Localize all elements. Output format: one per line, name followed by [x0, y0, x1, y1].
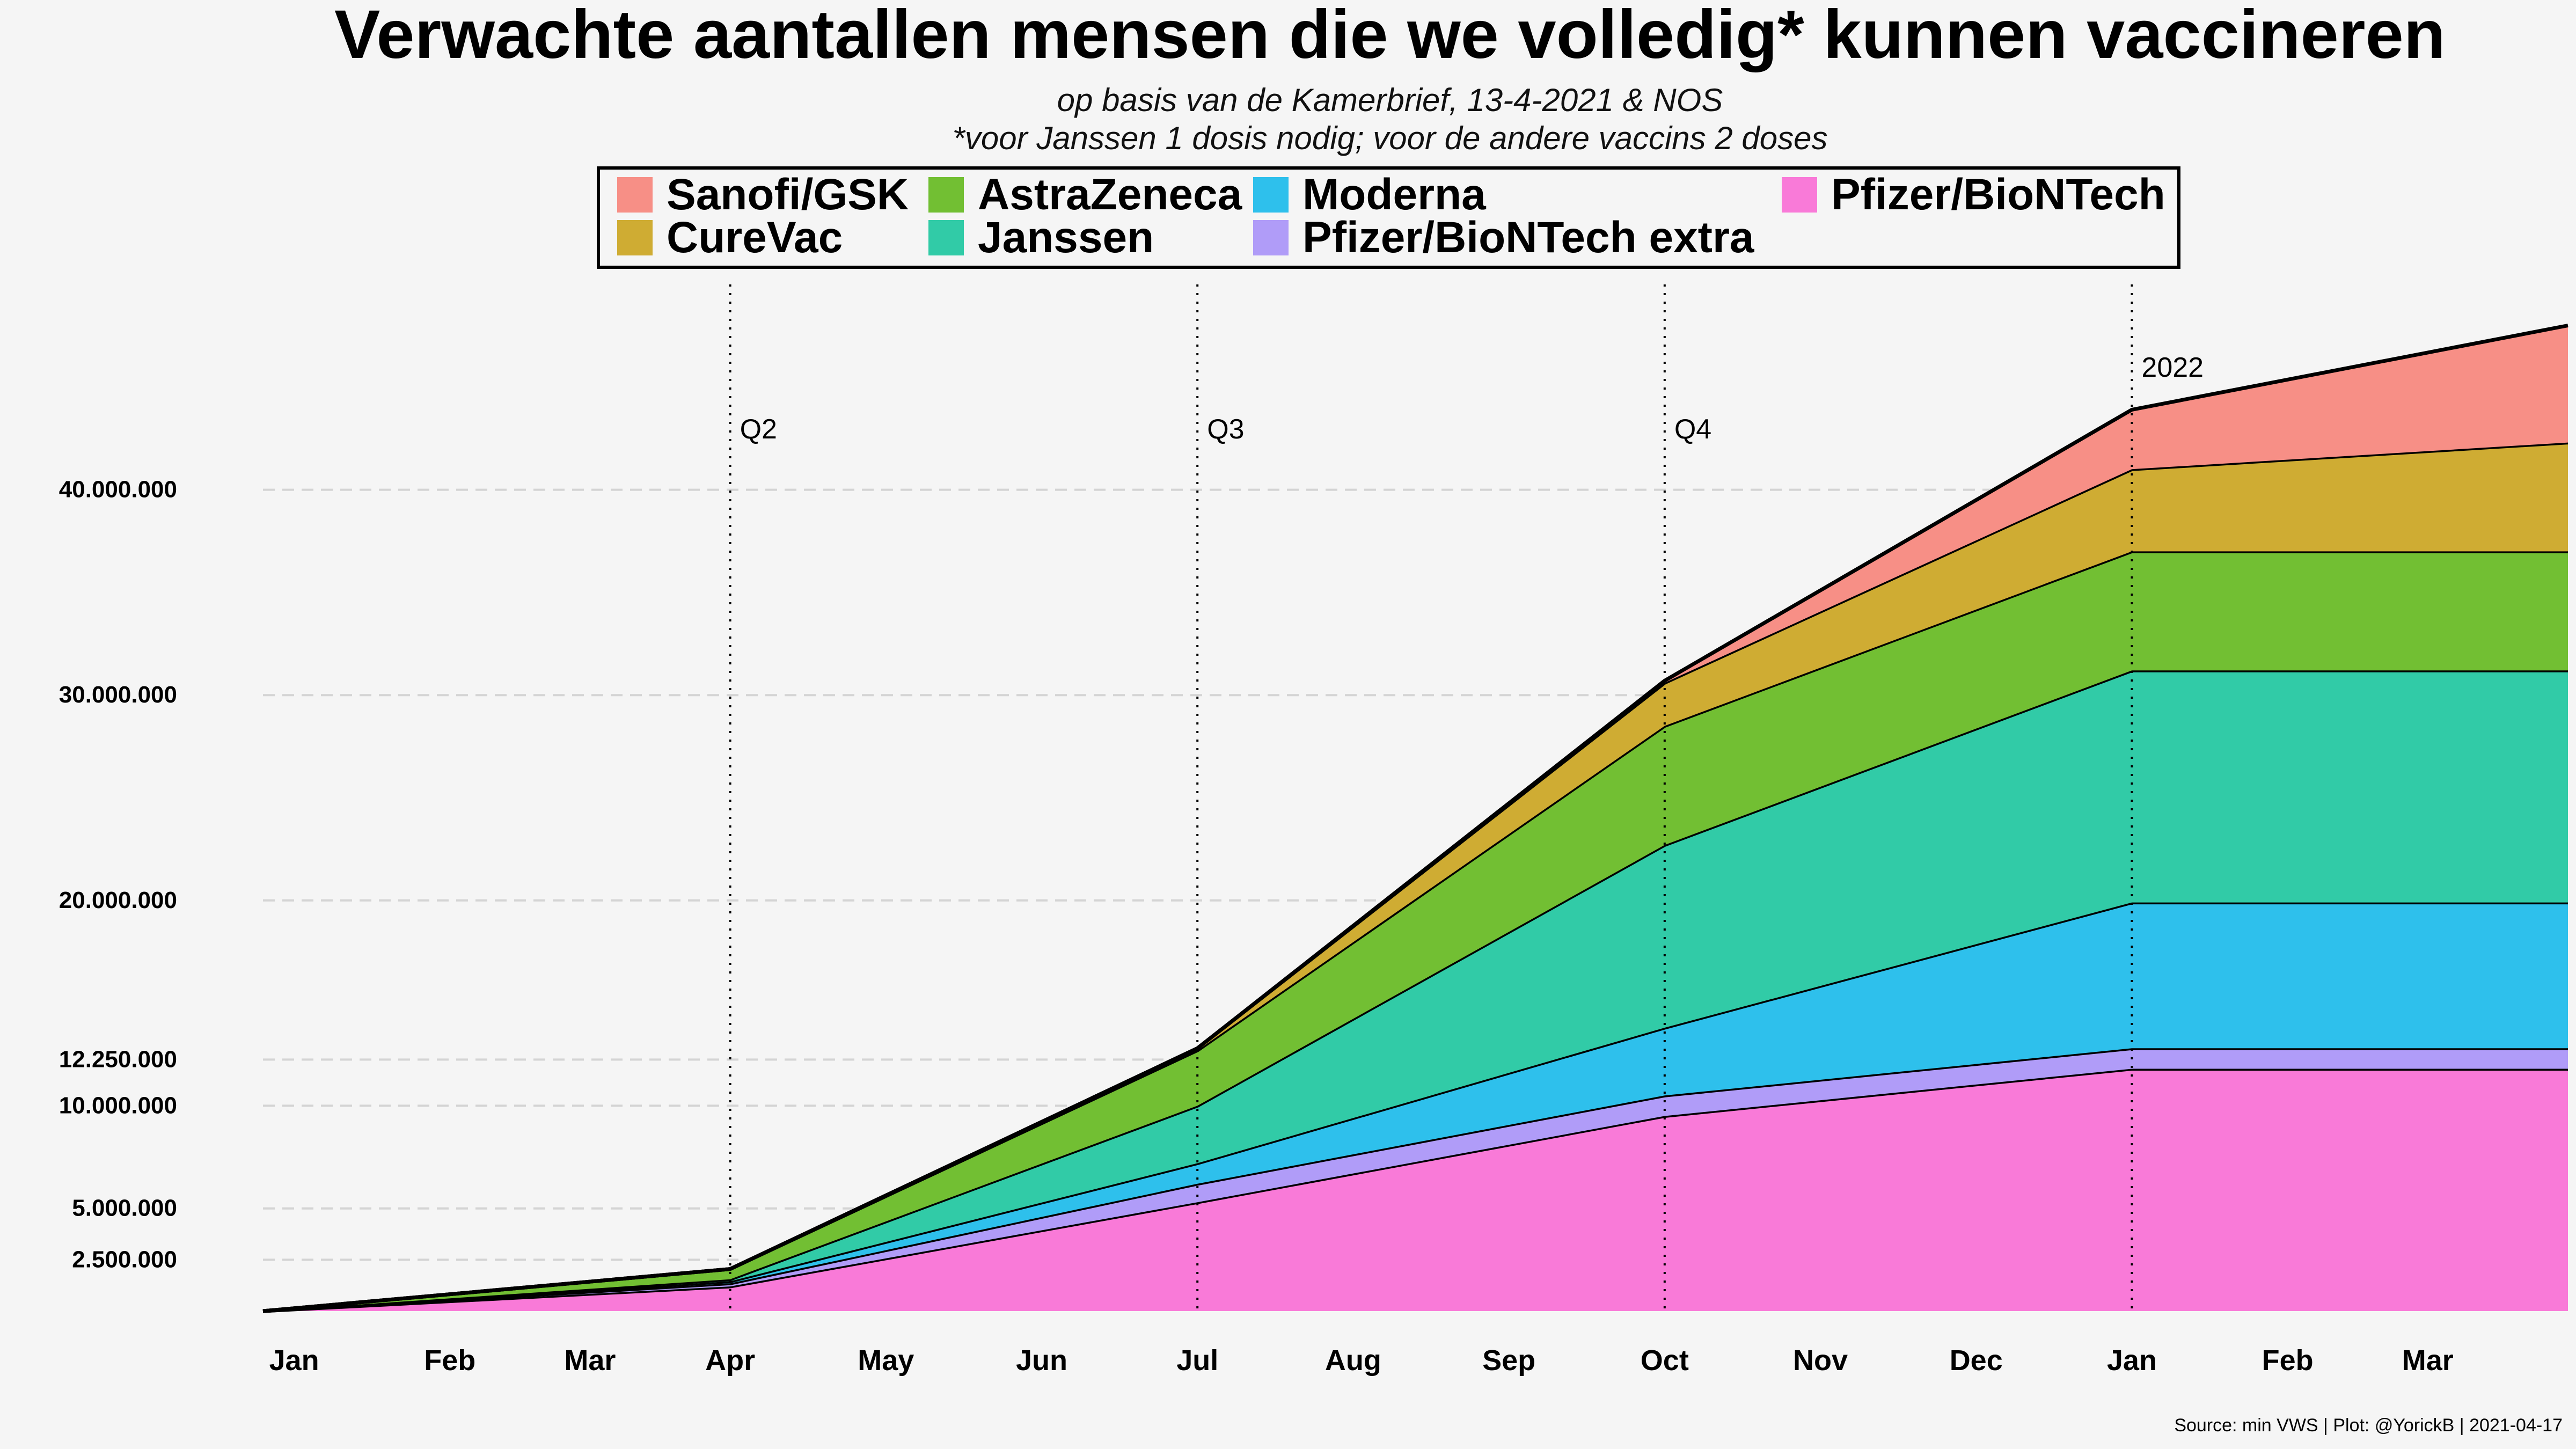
- legend-swatch-pfizer-biontech: [1782, 177, 1817, 213]
- vline-label-q2: Q2: [740, 414, 777, 445]
- area-sanofi-gsk: [263, 325, 2568, 1311]
- legend-swatch-astrazeneca: [928, 177, 964, 213]
- x-tick-label: Feb: [424, 1344, 475, 1377]
- area-pfizer-biontech: [263, 1069, 2568, 1311]
- y-tick-label: 10.000.000: [59, 1092, 177, 1118]
- x-tick-label: Sep: [1482, 1344, 1535, 1377]
- vline-label-2022: 2022: [2141, 352, 2204, 383]
- x-axis: Jan Feb Mar Apr May Jun Jul Aug Sep Oct Nov Dec Jan F…: [269, 1344, 2454, 1377]
- x-tick-label: Nov: [1793, 1344, 1848, 1377]
- x-tick-label: Jan: [2107, 1344, 2157, 1377]
- y-tick-label: 40.000.000: [59, 477, 177, 503]
- y-tick-label: 12.250.000: [59, 1046, 177, 1072]
- legend-swatch-moderna: [1253, 177, 1289, 213]
- vline-label-q4: Q4: [1674, 414, 1711, 445]
- x-tick-label: May: [858, 1344, 914, 1377]
- x-tick-label: Jul: [1176, 1344, 1218, 1377]
- y-tick-label: 2.500.000: [72, 1246, 177, 1272]
- vline-label-q3: Q3: [1207, 414, 1244, 445]
- legend-swatch-pfizer-biontech-extra: [1253, 220, 1289, 255]
- chart-title: Verwachte aantallen mensen die we volled…: [334, 0, 2446, 73]
- area-moderna: [263, 902, 2568, 1311]
- y-axis: 2.500.000 5.000.000 10.000.000 12.250.000 20…: [59, 477, 177, 1273]
- x-tick-label: Mar: [2402, 1344, 2454, 1377]
- x-tick-label: Jan: [269, 1344, 319, 1377]
- x-tick-label: Jun: [1016, 1344, 1067, 1377]
- stacked-areas: [262, 324, 2568, 1313]
- area-astrazeneca: [263, 551, 2568, 1311]
- area-curevac: [263, 442, 2568, 1311]
- legend-box: [597, 166, 2180, 269]
- legend-swatch-janssen: [928, 220, 964, 255]
- legend-label-pfizer-biontech: Pfizer/BioNTech: [1831, 170, 2165, 219]
- legend-label-curevac: CureVac: [667, 213, 843, 262]
- x-tick-label: Apr: [705, 1344, 755, 1377]
- y-tick-label: 30.000.000: [59, 682, 177, 708]
- x-tick-label: Aug: [1325, 1344, 1381, 1377]
- chart-subtitle-line-2: *voor Janssen 1 dosis nodig; voor de and…: [953, 120, 1828, 156]
- legend-label-astrazeneca: AstraZeneca: [978, 170, 1243, 219]
- x-tick-label: Mar: [564, 1344, 616, 1377]
- chart-legend: Sanofi/GSK AstraZeneca Moderna Pfizer/BioNT…: [597, 166, 2180, 269]
- legend-swatch-curevac: [617, 220, 653, 255]
- legend-label-sanofi-gsk: Sanofi/GSK: [667, 170, 909, 219]
- area-janssen: [263, 670, 2568, 1311]
- y-tick-label: 20.000.000: [59, 887, 177, 913]
- legend-label-pfizer-biontech-extra: Pfizer/BioNTech extra: [1302, 213, 1755, 262]
- chart-subtitle-line-1: op basis van de Kamerbrief, 13-4-2021 & …: [1057, 82, 1723, 118]
- legend-swatch-sanofi-gsk: [617, 177, 653, 213]
- x-tick-label: Oct: [1641, 1344, 1689, 1377]
- area-outline-sanofi-gsk: [262, 324, 2568, 1313]
- y-tick-label: 5.000.000: [72, 1195, 177, 1221]
- legend-label-janssen: Janssen: [978, 213, 1154, 262]
- quarter-markers: Q2 Q3 Q4 2022: [729, 284, 2204, 1311]
- legend-label-moderna: Moderna: [1302, 170, 1487, 219]
- x-tick-label: Feb: [2262, 1344, 2314, 1377]
- chart-caption: Source: min VWS | Plot: @YorickB | 2021-…: [2174, 1415, 2563, 1436]
- x-tick-label: Dec: [1950, 1344, 2003, 1377]
